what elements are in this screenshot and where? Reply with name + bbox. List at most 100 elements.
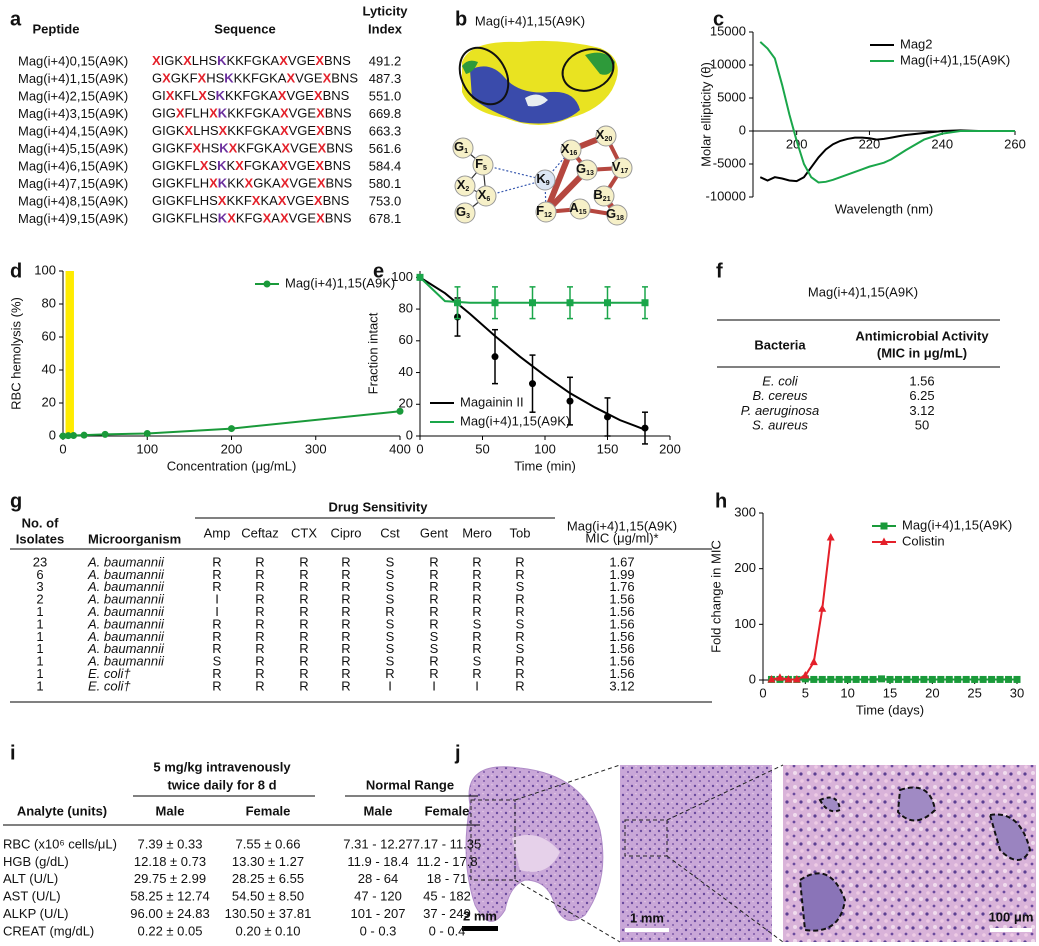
residue: K xyxy=(176,158,185,173)
cell: 54.50 ± 8.50 xyxy=(232,889,304,904)
sequence: GXGKFXHSKKKFGKAXVGEXBNS xyxy=(152,71,358,86)
residue: V xyxy=(289,176,298,191)
sensitivity: R xyxy=(299,654,308,669)
residue: X xyxy=(279,158,288,173)
data-marker xyxy=(801,675,809,683)
residue: F xyxy=(185,106,193,121)
sensitivity: R xyxy=(212,567,221,582)
residue: F xyxy=(245,211,253,226)
sensitivity: R xyxy=(429,666,438,681)
data-marker xyxy=(835,675,843,683)
data-marker xyxy=(416,273,424,281)
analyte: RBC (x10⁶ cells/μL) xyxy=(3,836,117,851)
x-tick-label: 0 xyxy=(759,685,766,700)
residue: A xyxy=(269,88,278,103)
sensitivity: I xyxy=(215,604,219,619)
analyte: CREAT (mg/dL) xyxy=(3,923,94,938)
residue: K xyxy=(219,141,229,156)
residue: G xyxy=(304,71,314,86)
sensitivity: S xyxy=(386,567,395,582)
sensitivity: R xyxy=(255,579,264,594)
sensitivity: I xyxy=(475,678,479,693)
residue: X xyxy=(185,123,194,138)
residue-node xyxy=(454,202,476,224)
residue: A xyxy=(271,106,280,121)
residue: L xyxy=(191,88,198,103)
residue-node xyxy=(593,185,615,207)
residue-letter: G xyxy=(456,204,466,219)
panel-label: f xyxy=(716,260,723,282)
sensitivity: I xyxy=(432,678,436,693)
data-marker xyxy=(529,299,536,307)
residue: F xyxy=(185,211,193,226)
residue: S xyxy=(208,53,217,68)
residue: V xyxy=(288,53,297,68)
residue: X xyxy=(227,211,236,226)
residue: S xyxy=(343,123,352,138)
group-header: 5 mg/kg intravenously xyxy=(153,759,291,774)
residue-node xyxy=(576,159,598,181)
residue: F xyxy=(251,71,259,86)
column-header: No. of xyxy=(22,515,59,530)
residue: A xyxy=(271,53,280,68)
data-marker xyxy=(886,675,894,683)
legend-label: Magainin II xyxy=(460,394,524,409)
residue: K xyxy=(227,106,236,121)
residue: H xyxy=(200,176,209,191)
residue: B xyxy=(331,71,340,86)
residue-letter: V xyxy=(612,159,621,174)
data-marker xyxy=(920,675,928,683)
residue: K xyxy=(235,193,244,208)
data-marker xyxy=(818,604,827,612)
sensitivity: R xyxy=(341,592,350,607)
residue: K xyxy=(237,141,246,156)
residue: X xyxy=(166,88,175,103)
mic-value: 1.56 xyxy=(609,666,634,681)
isolate-count: 1 xyxy=(36,641,43,656)
sensitivity: R xyxy=(341,604,350,619)
residue: B xyxy=(325,123,334,138)
y-tick-label: 100 xyxy=(734,616,756,631)
sensitivity: R xyxy=(472,604,481,619)
isolate-count: 3 xyxy=(36,579,43,594)
residue: K xyxy=(260,193,269,208)
cell: 37 - 249 xyxy=(423,906,471,921)
data-marker xyxy=(641,299,649,307)
residue: A xyxy=(271,211,280,226)
data-marker xyxy=(801,671,810,679)
residue: X xyxy=(235,158,244,173)
peptide-name: Mag(i+4)6,15(A9K) xyxy=(18,158,128,173)
residue: X xyxy=(314,193,323,208)
residue-label: G1 xyxy=(454,139,468,154)
residue: K xyxy=(217,158,227,173)
residue: S xyxy=(344,141,353,156)
residue-label: F5 xyxy=(475,156,487,171)
sensitivity: R xyxy=(515,592,524,607)
residue-letter: X xyxy=(457,177,466,192)
residue: G xyxy=(166,193,176,208)
sensitivity: I xyxy=(388,678,392,693)
residue: A xyxy=(278,71,287,86)
mic-value: 1.56 xyxy=(909,373,934,388)
column-header: Index xyxy=(368,21,403,36)
sensitivity: R xyxy=(255,554,264,569)
panel-label: j xyxy=(454,742,461,764)
sensitivity: R xyxy=(212,579,221,594)
residue: F xyxy=(183,88,191,103)
sequence: XIGKXLHSKKKFGKAXVGEXBNS xyxy=(152,53,351,68)
column-header: Microorganism xyxy=(88,531,181,546)
sensitivity: R xyxy=(341,666,350,681)
y-tick-label: 15000 xyxy=(710,23,746,38)
residue: G xyxy=(297,211,307,226)
residue: X xyxy=(200,158,209,173)
data-marker xyxy=(903,675,911,683)
residue: S xyxy=(342,158,351,173)
residue: F xyxy=(244,158,252,173)
residue-letter: X xyxy=(596,127,605,142)
residue: S xyxy=(208,158,217,173)
organism: A. baumannii xyxy=(87,641,165,656)
sensitivity: R xyxy=(472,592,481,607)
residue: N xyxy=(333,106,342,121)
hydrogen-bond xyxy=(482,164,546,181)
